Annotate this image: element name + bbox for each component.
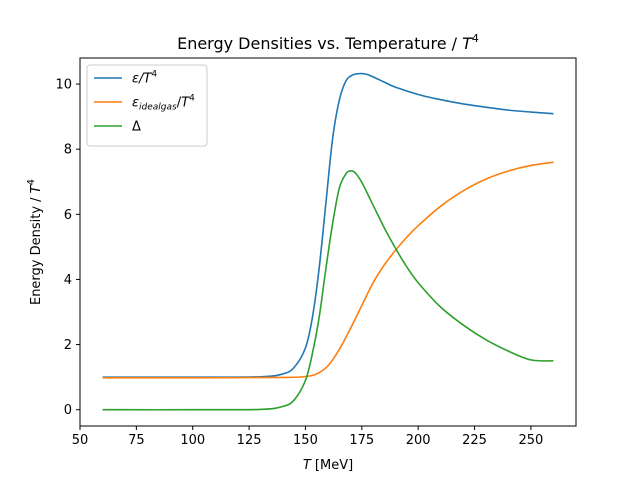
ideal-gas-series-line — [102, 161, 554, 379]
x-tick-label: 50 — [72, 433, 89, 448]
y-tick-label: 0 — [64, 403, 72, 418]
x-axis-ticks: 50 75 100 125 150 175 200 225 250 — [72, 426, 543, 448]
y-tick-label: 4 — [64, 273, 72, 288]
x-tick-label: 150 — [293, 433, 318, 448]
x-axis-label: T [MeV] — [303, 458, 353, 473]
x-tick-label: 225 — [462, 433, 487, 448]
legend-entry-ideal-gas: εidealgas/T4 — [132, 94, 195, 113]
epsilon-series-line — [102, 72, 554, 378]
series-lines — [102, 72, 554, 411]
y-tick-label: 10 — [55, 78, 72, 93]
y-tick-label: 6 — [64, 208, 72, 223]
y-tick-label: 2 — [64, 338, 72, 353]
plot-area-frame — [79, 57, 577, 427]
x-tick-label: 100 — [180, 433, 205, 448]
y-axis-label: Energy Density / T4 — [26, 179, 44, 305]
x-tick-label: 75 — [128, 433, 145, 448]
delta-series-line — [102, 170, 554, 411]
legend: ε/T4 εidealgas/T4 Δ — [86, 64, 208, 147]
legend-entry-delta: Δ — [132, 120, 141, 135]
y-axis-ticks: 0 2 4 6 8 10 — [55, 78, 80, 418]
legend-entry-epsilon: ε/T4 — [132, 70, 157, 87]
x-tick-label: 175 — [349, 433, 374, 448]
x-tick-label: 200 — [406, 433, 431, 448]
x-tick-label: 125 — [237, 433, 262, 448]
x-tick-label: 250 — [518, 433, 543, 448]
y-tick-label: 8 — [64, 143, 72, 158]
chart-title: Energy Densities vs. Temperature / T4 — [177, 32, 479, 53]
